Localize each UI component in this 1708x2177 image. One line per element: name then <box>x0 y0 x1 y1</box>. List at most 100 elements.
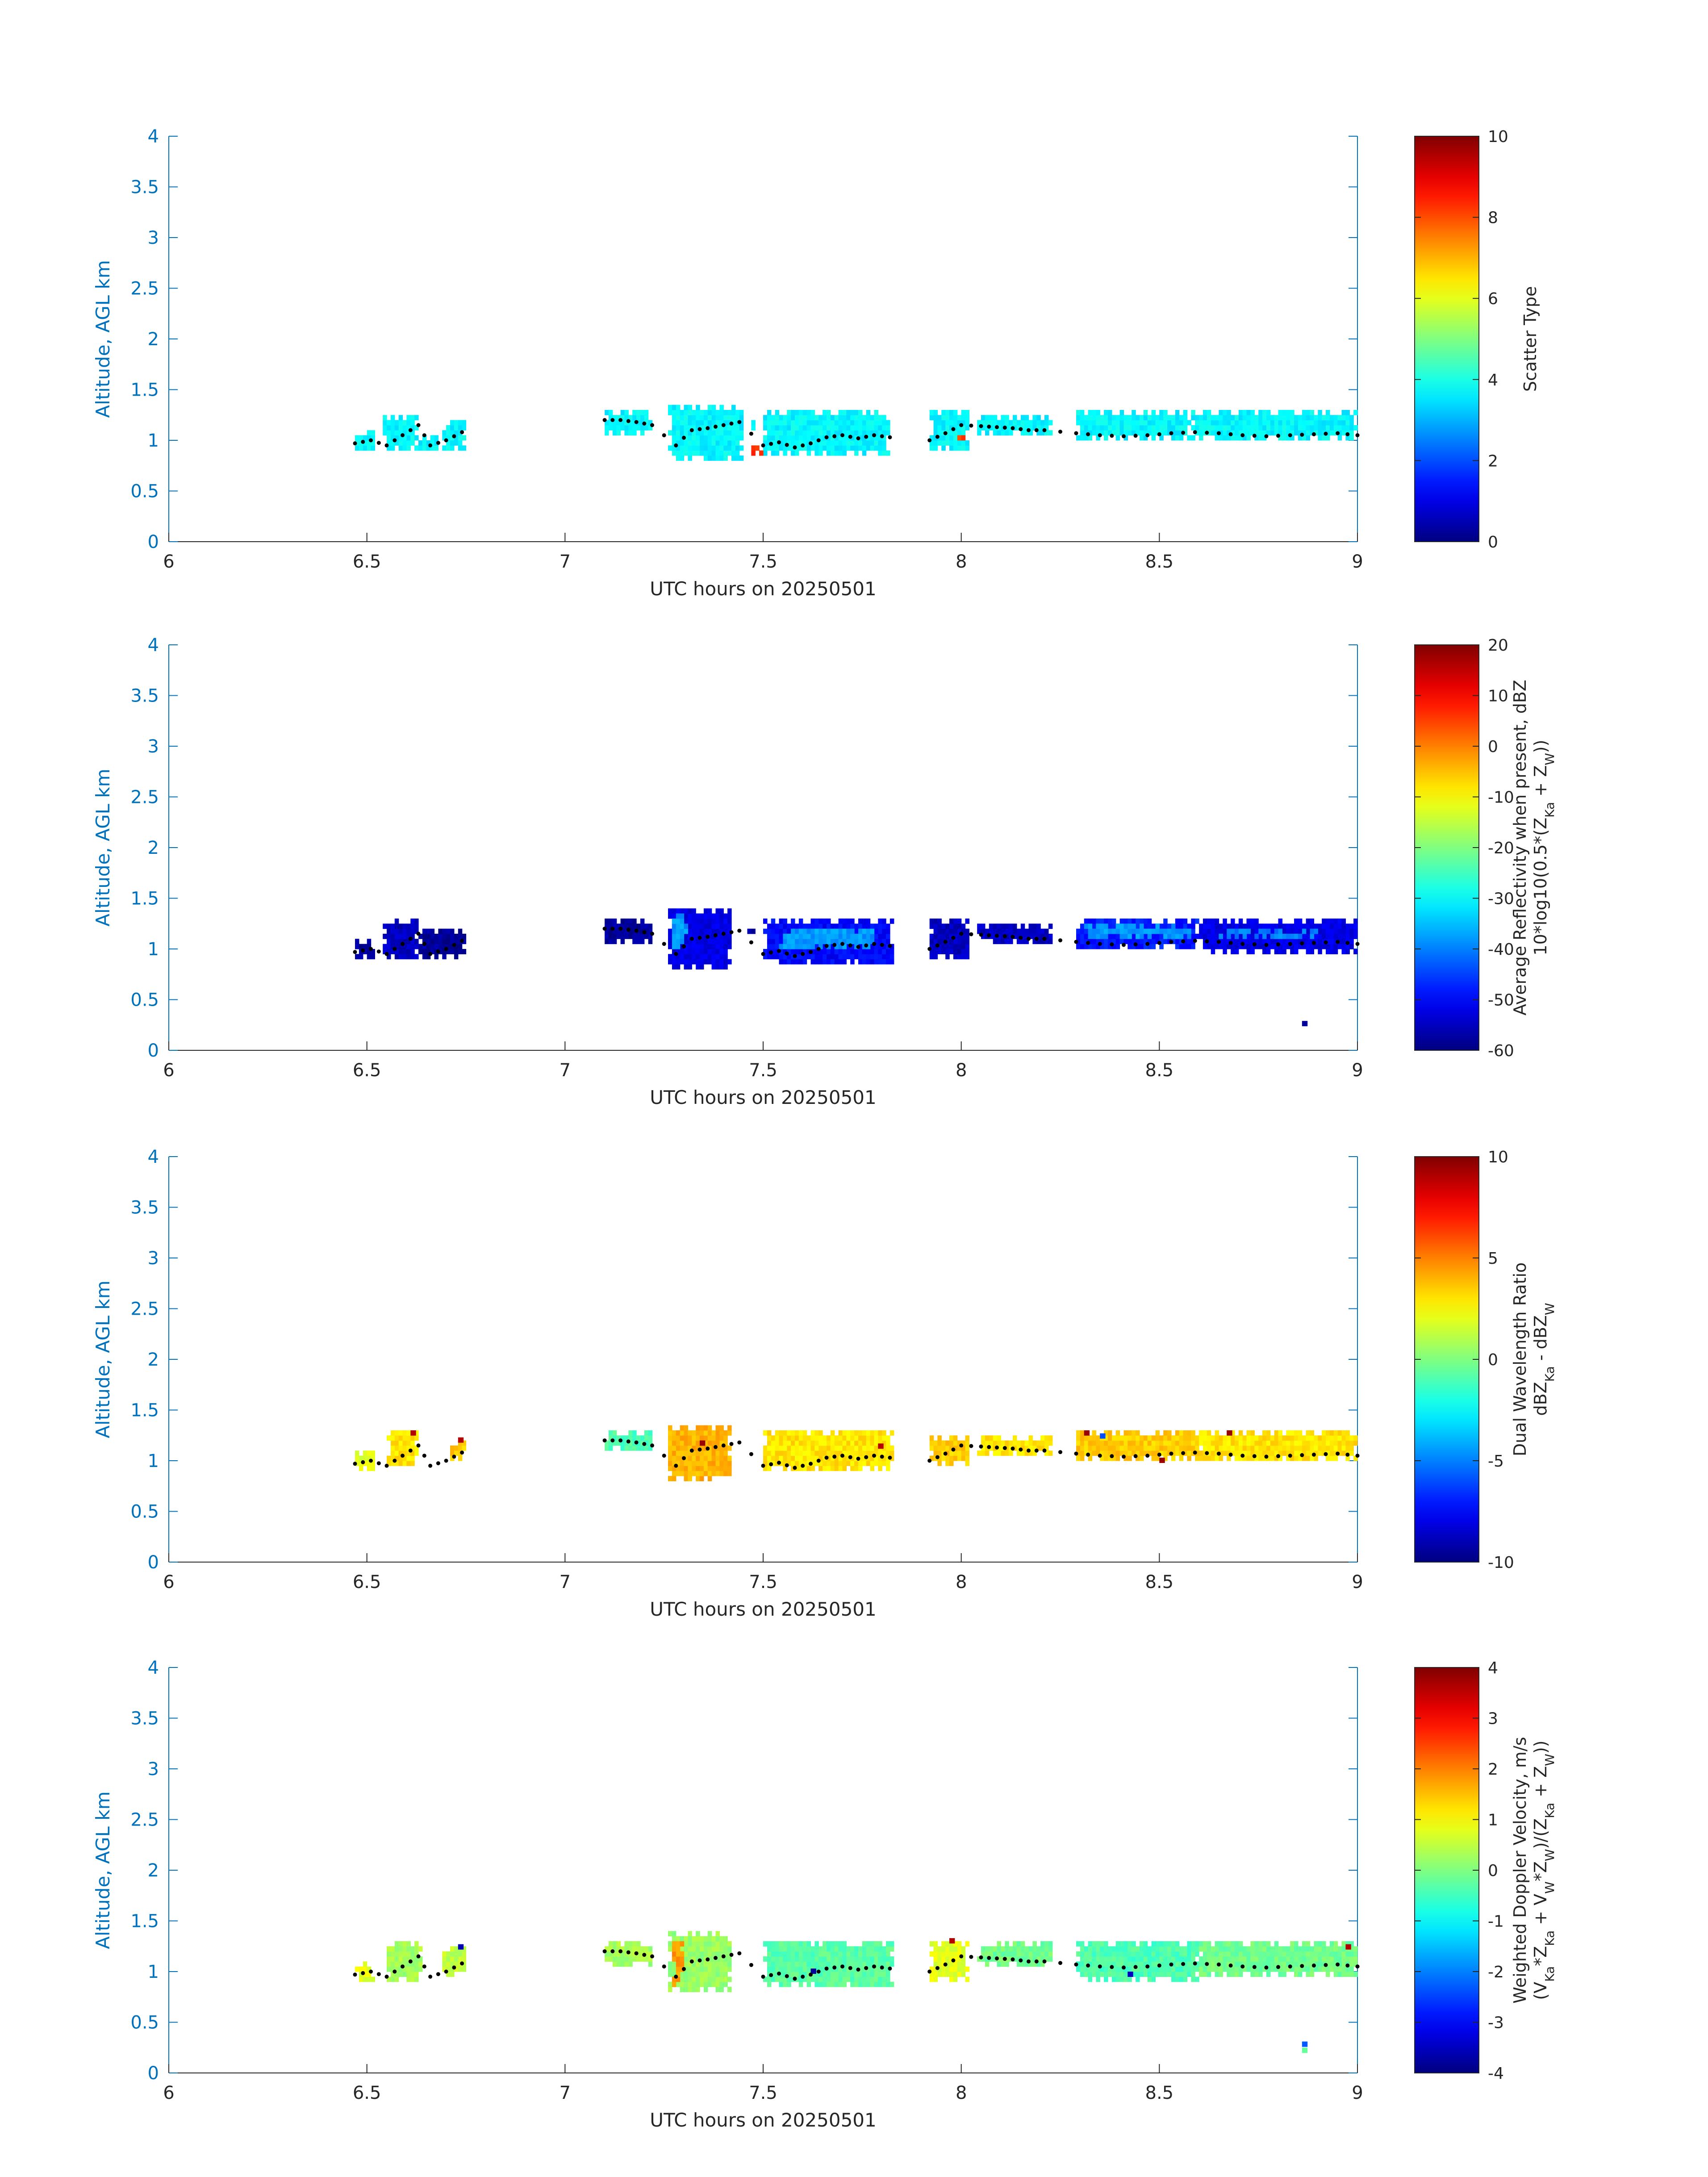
heatmap-cell <box>390 933 395 939</box>
heatmap-cell <box>1195 1961 1199 1967</box>
heatmap-cell <box>866 944 871 949</box>
heatmap-cell <box>1044 1956 1049 1962</box>
heatmap-cell <box>941 1972 946 1977</box>
heatmap-cell <box>1111 939 1116 944</box>
heatmap-cell <box>707 928 712 934</box>
heatmap-cell <box>1286 430 1290 436</box>
heatmap-cell <box>1013 415 1017 421</box>
heatmap-cell <box>886 420 890 426</box>
heatmap-cell <box>692 1966 696 1972</box>
heatmap-cell <box>462 445 467 451</box>
heatmap-cell <box>612 1956 617 1962</box>
heatmap-cell <box>680 1435 685 1441</box>
heatmap-cell <box>949 1951 954 1957</box>
heatmap-cell <box>1322 430 1326 436</box>
heatmap-cell <box>719 435 724 441</box>
heatmap-cell <box>402 440 407 446</box>
heatmap-cell <box>937 425 942 430</box>
heatmap-cell <box>715 964 720 969</box>
heatmap-cell <box>961 409 966 415</box>
heatmap-cell <box>1028 1961 1033 1967</box>
heatmap-cell <box>965 445 969 451</box>
heatmap-cell <box>1231 944 1235 949</box>
heatmap-cell <box>1262 415 1267 421</box>
heatmap-cell <box>763 918 768 924</box>
heatmap-cell <box>866 918 871 924</box>
heatmap-cell <box>703 1946 708 1952</box>
heatmap-cell <box>850 1445 855 1451</box>
cloud-base-point <box>393 438 397 443</box>
heatmap-cell <box>1286 435 1290 441</box>
heatmap-cell <box>941 420 946 426</box>
cloud-base-point <box>376 1461 381 1466</box>
heatmap-cell <box>1088 415 1093 421</box>
heatmap-cell <box>1353 933 1358 939</box>
heatmap-cell <box>1009 923 1013 929</box>
heatmap-cell <box>1032 1941 1037 1947</box>
heatmap-cell <box>719 1440 724 1446</box>
heatmap-cell <box>367 949 372 954</box>
heatmap-cell <box>886 928 890 934</box>
heatmap-cell <box>1036 928 1041 934</box>
heatmap-cell <box>846 440 851 446</box>
heatmap-cell <box>668 939 672 944</box>
heatmap-cell <box>632 939 637 944</box>
heatmap-cell <box>850 1435 855 1441</box>
heatmap-cell <box>1088 425 1093 430</box>
heatmap-cell <box>874 944 878 949</box>
heatmap-cell <box>830 430 835 436</box>
heatmap-cell <box>1096 1972 1100 1977</box>
heatmap-cell <box>628 923 633 929</box>
heatmap-cell <box>628 918 633 924</box>
heatmap-cell <box>696 1471 700 1476</box>
heatmap-cell <box>937 944 942 949</box>
heatmap-cell <box>620 409 625 415</box>
heatmap-cell <box>783 1440 787 1446</box>
heatmap-cell <box>1322 425 1326 430</box>
heatmap-cell <box>953 1961 958 1967</box>
heatmap-cell <box>462 949 467 954</box>
heatmap-cell <box>676 918 681 924</box>
heatmap-cell <box>1290 1435 1295 1441</box>
heatmap-cell <box>359 1466 363 1471</box>
heatmap-cell <box>1140 1445 1144 1451</box>
heatmap-cell <box>783 923 787 929</box>
heatmap-cell <box>1040 1961 1045 1967</box>
heatmap-cell <box>672 944 677 949</box>
heatmap-cell <box>668 445 672 451</box>
heatmap-cell <box>791 923 795 929</box>
heatmap-cell <box>707 1425 712 1431</box>
cloud-base-point <box>602 418 607 422</box>
heatmap-cell <box>1159 944 1164 949</box>
heatmap-cell <box>719 450 724 456</box>
heatmap-cell <box>1140 430 1144 436</box>
heatmap-cell <box>1345 944 1350 949</box>
heatmap-cell <box>648 420 653 426</box>
heatmap-cell <box>711 405 716 410</box>
heatmap-cell <box>715 1435 720 1441</box>
heatmap-cell <box>707 1966 712 1972</box>
heatmap-cell <box>715 1425 720 1431</box>
heatmap-cell <box>1143 1972 1148 1977</box>
heatmap-cell <box>783 1966 787 1972</box>
heatmap-cell <box>1084 939 1089 944</box>
heatmap-cell <box>363 1961 367 1967</box>
heatmap-cell <box>1119 1956 1124 1962</box>
cloud-base-point <box>1216 940 1221 944</box>
heatmap-cell <box>387 923 391 929</box>
heatmap-cell <box>446 430 451 436</box>
heatmap-cell <box>1310 923 1314 929</box>
heatmap-cell <box>707 923 712 929</box>
heatmap-cell <box>680 949 685 954</box>
cloud-base-point <box>602 927 607 931</box>
heatmap-cell <box>707 409 712 415</box>
heatmap-cell <box>406 1972 411 1977</box>
heatmap-cell <box>1326 1440 1330 1446</box>
heatmap-cell <box>700 1961 704 1967</box>
heatmap-cell <box>823 918 827 924</box>
heatmap-cell <box>1100 918 1104 924</box>
heatmap-cell <box>363 1966 367 1972</box>
heatmap-cell <box>1024 1961 1029 1967</box>
heatmap-cell <box>1353 425 1358 430</box>
heatmap-cell <box>775 954 780 960</box>
